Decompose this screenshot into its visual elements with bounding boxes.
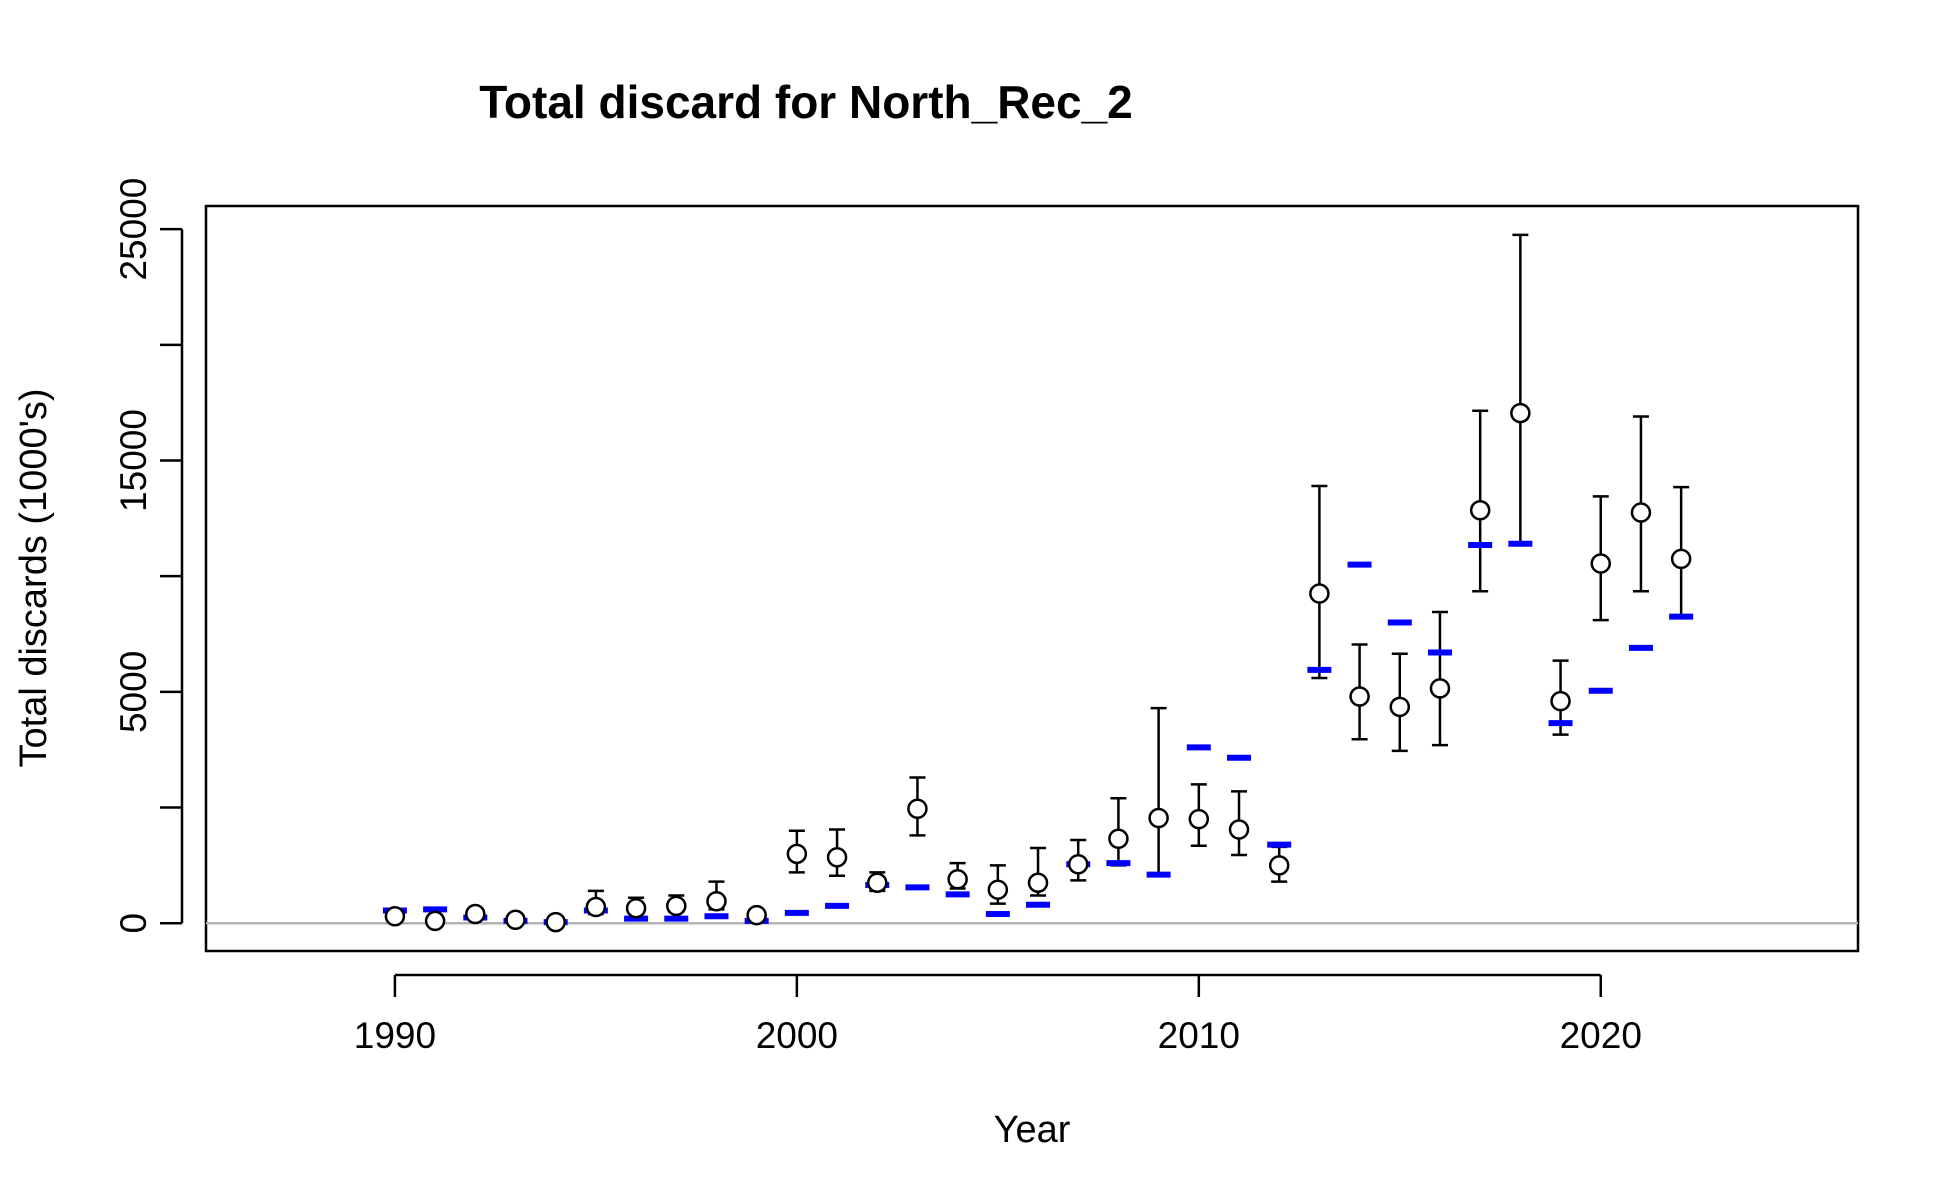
plot-frame: [204, 204, 1860, 953]
error-bar: [1512, 233, 1529, 546]
x-tick-label: 2020: [1560, 1015, 1642, 1056]
observed-point: [1309, 583, 1330, 604]
x-tick-label: 1990: [354, 1015, 436, 1056]
y-tick-label: 0: [113, 913, 154, 934]
observed-point: [1429, 678, 1451, 699]
observed-point: [545, 911, 566, 933]
observed-point: [585, 896, 607, 918]
observed-point: [1108, 828, 1129, 850]
observed-point: [1510, 402, 1531, 424]
x-tick-label: 2010: [1158, 1015, 1240, 1056]
observed-point: [1148, 807, 1169, 829]
observed-point: [1349, 686, 1370, 707]
observed-point: [1228, 819, 1250, 840]
observed-point: [424, 910, 446, 932]
observed-point: [625, 897, 647, 919]
observed-point: [1027, 872, 1049, 893]
observed-point: [947, 869, 968, 890]
observed-point: [867, 872, 888, 893]
error-bars: [587, 233, 1690, 916]
observed-point: [746, 904, 767, 926]
observed-point: [1550, 690, 1571, 712]
observed-point: [987, 879, 1009, 900]
y-tick-label: 5000: [113, 651, 154, 733]
observed-point: [1067, 853, 1089, 875]
observed-point: [1590, 553, 1612, 574]
x-axis-label: Year: [994, 1109, 1071, 1151]
observed-point: [907, 798, 928, 819]
y-tick-label: 15000: [113, 409, 154, 512]
y-axis: 0 5000 15000 25000: [113, 178, 184, 934]
observed-point: [1670, 548, 1692, 570]
x-axis: 1990 2000 2010 2020: [354, 973, 1642, 1056]
chart-title: Total discard for North_Rec_2: [479, 76, 1133, 128]
y-axis-label: Total discards (1000's): [13, 389, 55, 768]
observed-point: [1389, 696, 1411, 718]
observed-point: [786, 843, 808, 865]
observed-point: [706, 891, 727, 912]
observed-point: [1268, 855, 1290, 876]
error-bar: [1311, 484, 1328, 680]
observed-point: [465, 903, 486, 925]
observed-series: [384, 402, 1692, 933]
y-tick-label: 25000: [113, 178, 154, 281]
observed-point: [1469, 499, 1491, 521]
observed-point: [505, 909, 526, 931]
observed-point: [384, 906, 406, 927]
error-bar: [1150, 706, 1167, 875]
observed-point: [1630, 502, 1652, 523]
observed-point: [666, 895, 687, 917]
observed-point: [1188, 808, 1210, 830]
x-tick-label: 2000: [756, 1015, 838, 1056]
observed-point: [826, 847, 848, 868]
